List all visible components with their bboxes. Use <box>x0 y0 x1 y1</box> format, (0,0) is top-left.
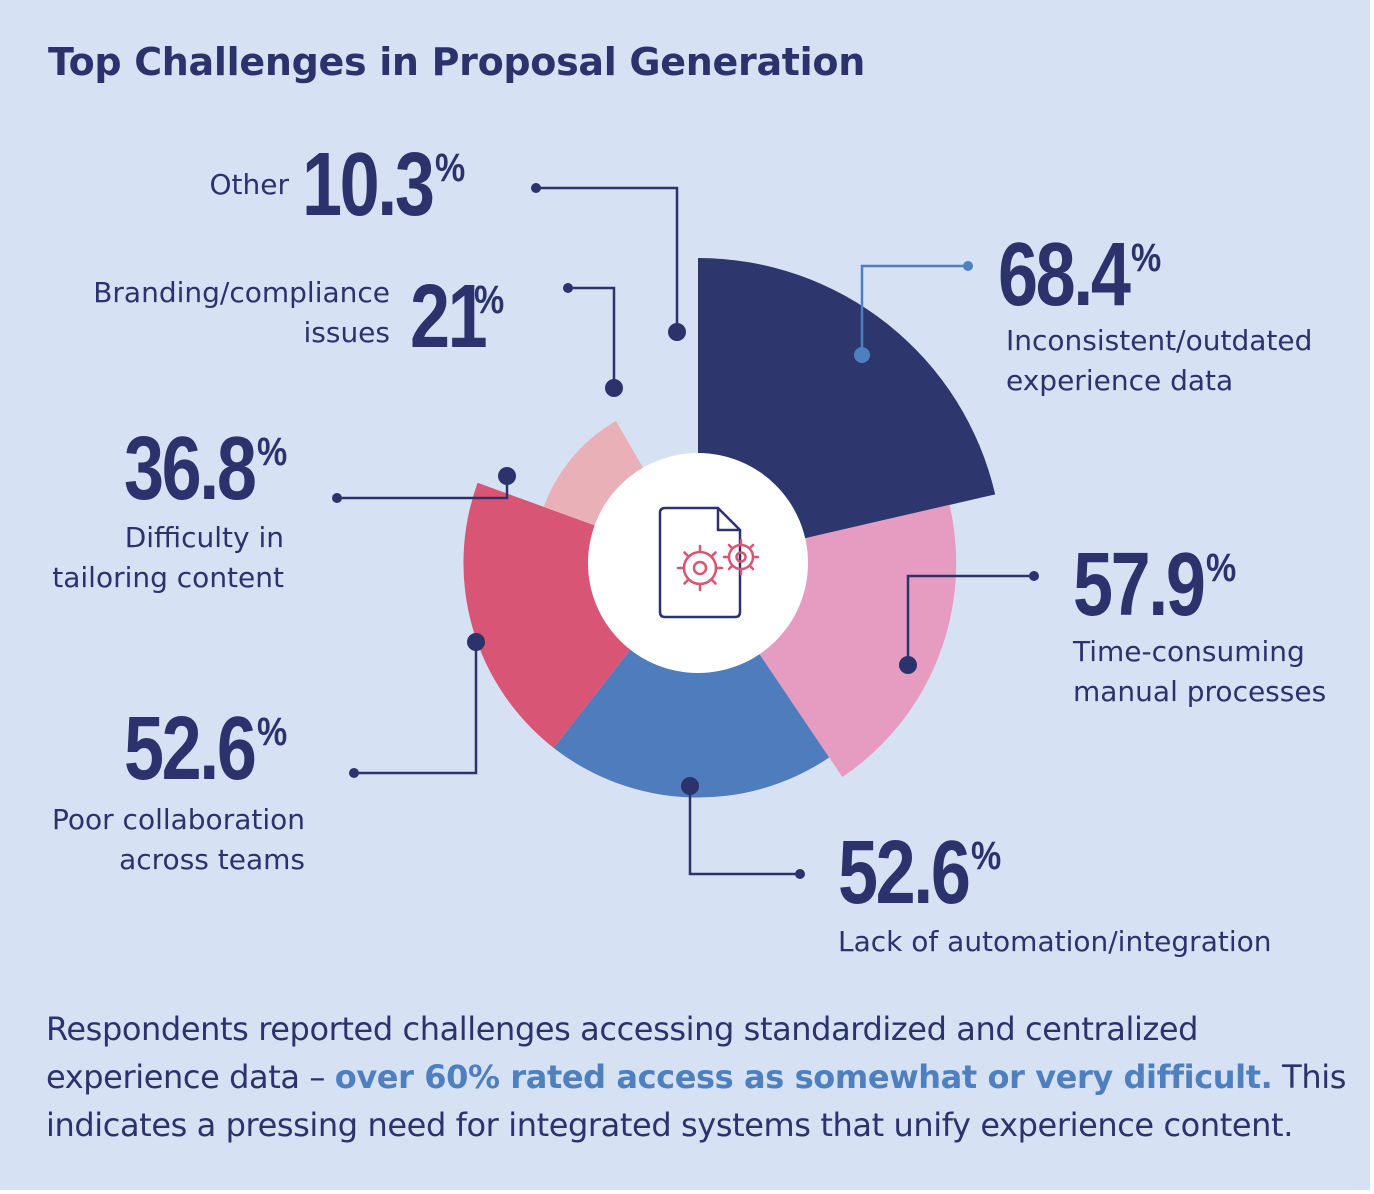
percent-sign: % <box>1206 546 1237 590</box>
value-label-automation: 52.6% <box>838 828 1007 918</box>
chart-title: Top Challenges in Proposal Generation <box>48 40 865 84</box>
footer-text-after: This indicates a pressing need for integ… <box>46 1058 1346 1144</box>
footer-highlight: over 60% rated access as somewhat or ver… <box>334 1058 1273 1096</box>
leader-dot <box>795 869 805 879</box>
value-number: 52.6 <box>124 699 257 799</box>
document-gears-icon <box>658 506 760 619</box>
value-label-collaboration: 52.6% <box>124 704 293 794</box>
value-label-inconsistent: 68.4% <box>998 230 1167 320</box>
percent-sign: % <box>257 430 288 474</box>
percent-sign: % <box>435 146 466 190</box>
slice-automation <box>553 563 830 798</box>
label-line: Lack of automation/integration <box>838 925 1272 958</box>
value-label-tailoring: 36.8% <box>124 424 293 514</box>
label-line: experience data <box>1006 364 1234 397</box>
leader-time-consuming <box>899 571 1039 674</box>
leader-dot <box>498 467 516 485</box>
value-number: 21 <box>410 267 488 367</box>
label-line: Inconsistent/outdated <box>1006 324 1313 357</box>
leader-dot <box>668 323 686 341</box>
label-line: issues <box>303 316 390 349</box>
leader-dot <box>332 493 342 503</box>
leader-inconsistent <box>854 261 973 363</box>
value-label-other: 10.3% <box>302 140 471 230</box>
category-label-time-consuming: Time-consuming manual processes <box>1073 632 1326 712</box>
label-line: across teams <box>119 843 305 876</box>
footer-paragraph: Respondents reported challenges accessin… <box>46 1005 1356 1149</box>
value-number: 10.3 <box>302 135 435 235</box>
percent-sign: % <box>971 834 1002 878</box>
label-line: manual processes <box>1073 675 1327 708</box>
leader-dot <box>467 633 485 651</box>
leader-other <box>531 183 686 341</box>
leader-branding <box>563 283 623 397</box>
leader-dot <box>349 768 359 778</box>
label-line: Time-consuming <box>1073 635 1305 668</box>
label-line: Poor collaboration <box>51 803 305 836</box>
value-number: 57.9 <box>1073 535 1206 635</box>
value-label-branding: 21% <box>410 272 510 362</box>
leader-dot <box>899 656 917 674</box>
value-number: 52.6 <box>838 823 971 923</box>
leader-dot <box>563 283 573 293</box>
percent-sign: % <box>474 278 505 322</box>
leader-dot <box>605 379 623 397</box>
leader-automation <box>681 777 805 879</box>
label-line: tailoring content <box>52 561 284 594</box>
leader-tailoring <box>332 467 516 503</box>
percent-sign: % <box>257 710 288 754</box>
leader-dot <box>1029 571 1039 581</box>
leader-dot <box>963 261 973 271</box>
leader-dot <box>681 777 699 795</box>
leader-dot <box>854 347 870 363</box>
category-label-collaboration: Poor collaboration across teams <box>52 800 305 880</box>
footer-text-before: Respondents reported challenges accessin… <box>46 1010 1199 1096</box>
category-label-other: Other <box>209 165 289 205</box>
center-circle <box>588 453 808 673</box>
value-label-time-consuming: 57.9% <box>1073 540 1242 630</box>
leader-dot <box>531 183 541 193</box>
category-label-inconsistent: Inconsistent/outdated experience data <box>1006 321 1312 401</box>
value-number: 36.8 <box>124 419 257 519</box>
percent-sign: % <box>1131 236 1162 280</box>
category-label-tailoring: Difficulty in tailoring content <box>52 518 284 598</box>
label-line: Difficulty in <box>124 521 284 554</box>
value-number: 68.4 <box>998 225 1131 325</box>
category-label-branding: Branding/compliance issues <box>93 273 390 353</box>
category-label-automation: Lack of automation/integration <box>838 922 1271 962</box>
label-line: Branding/compliance <box>93 276 390 309</box>
label-line: Other <box>209 168 289 201</box>
leader-collaboration <box>349 633 485 778</box>
